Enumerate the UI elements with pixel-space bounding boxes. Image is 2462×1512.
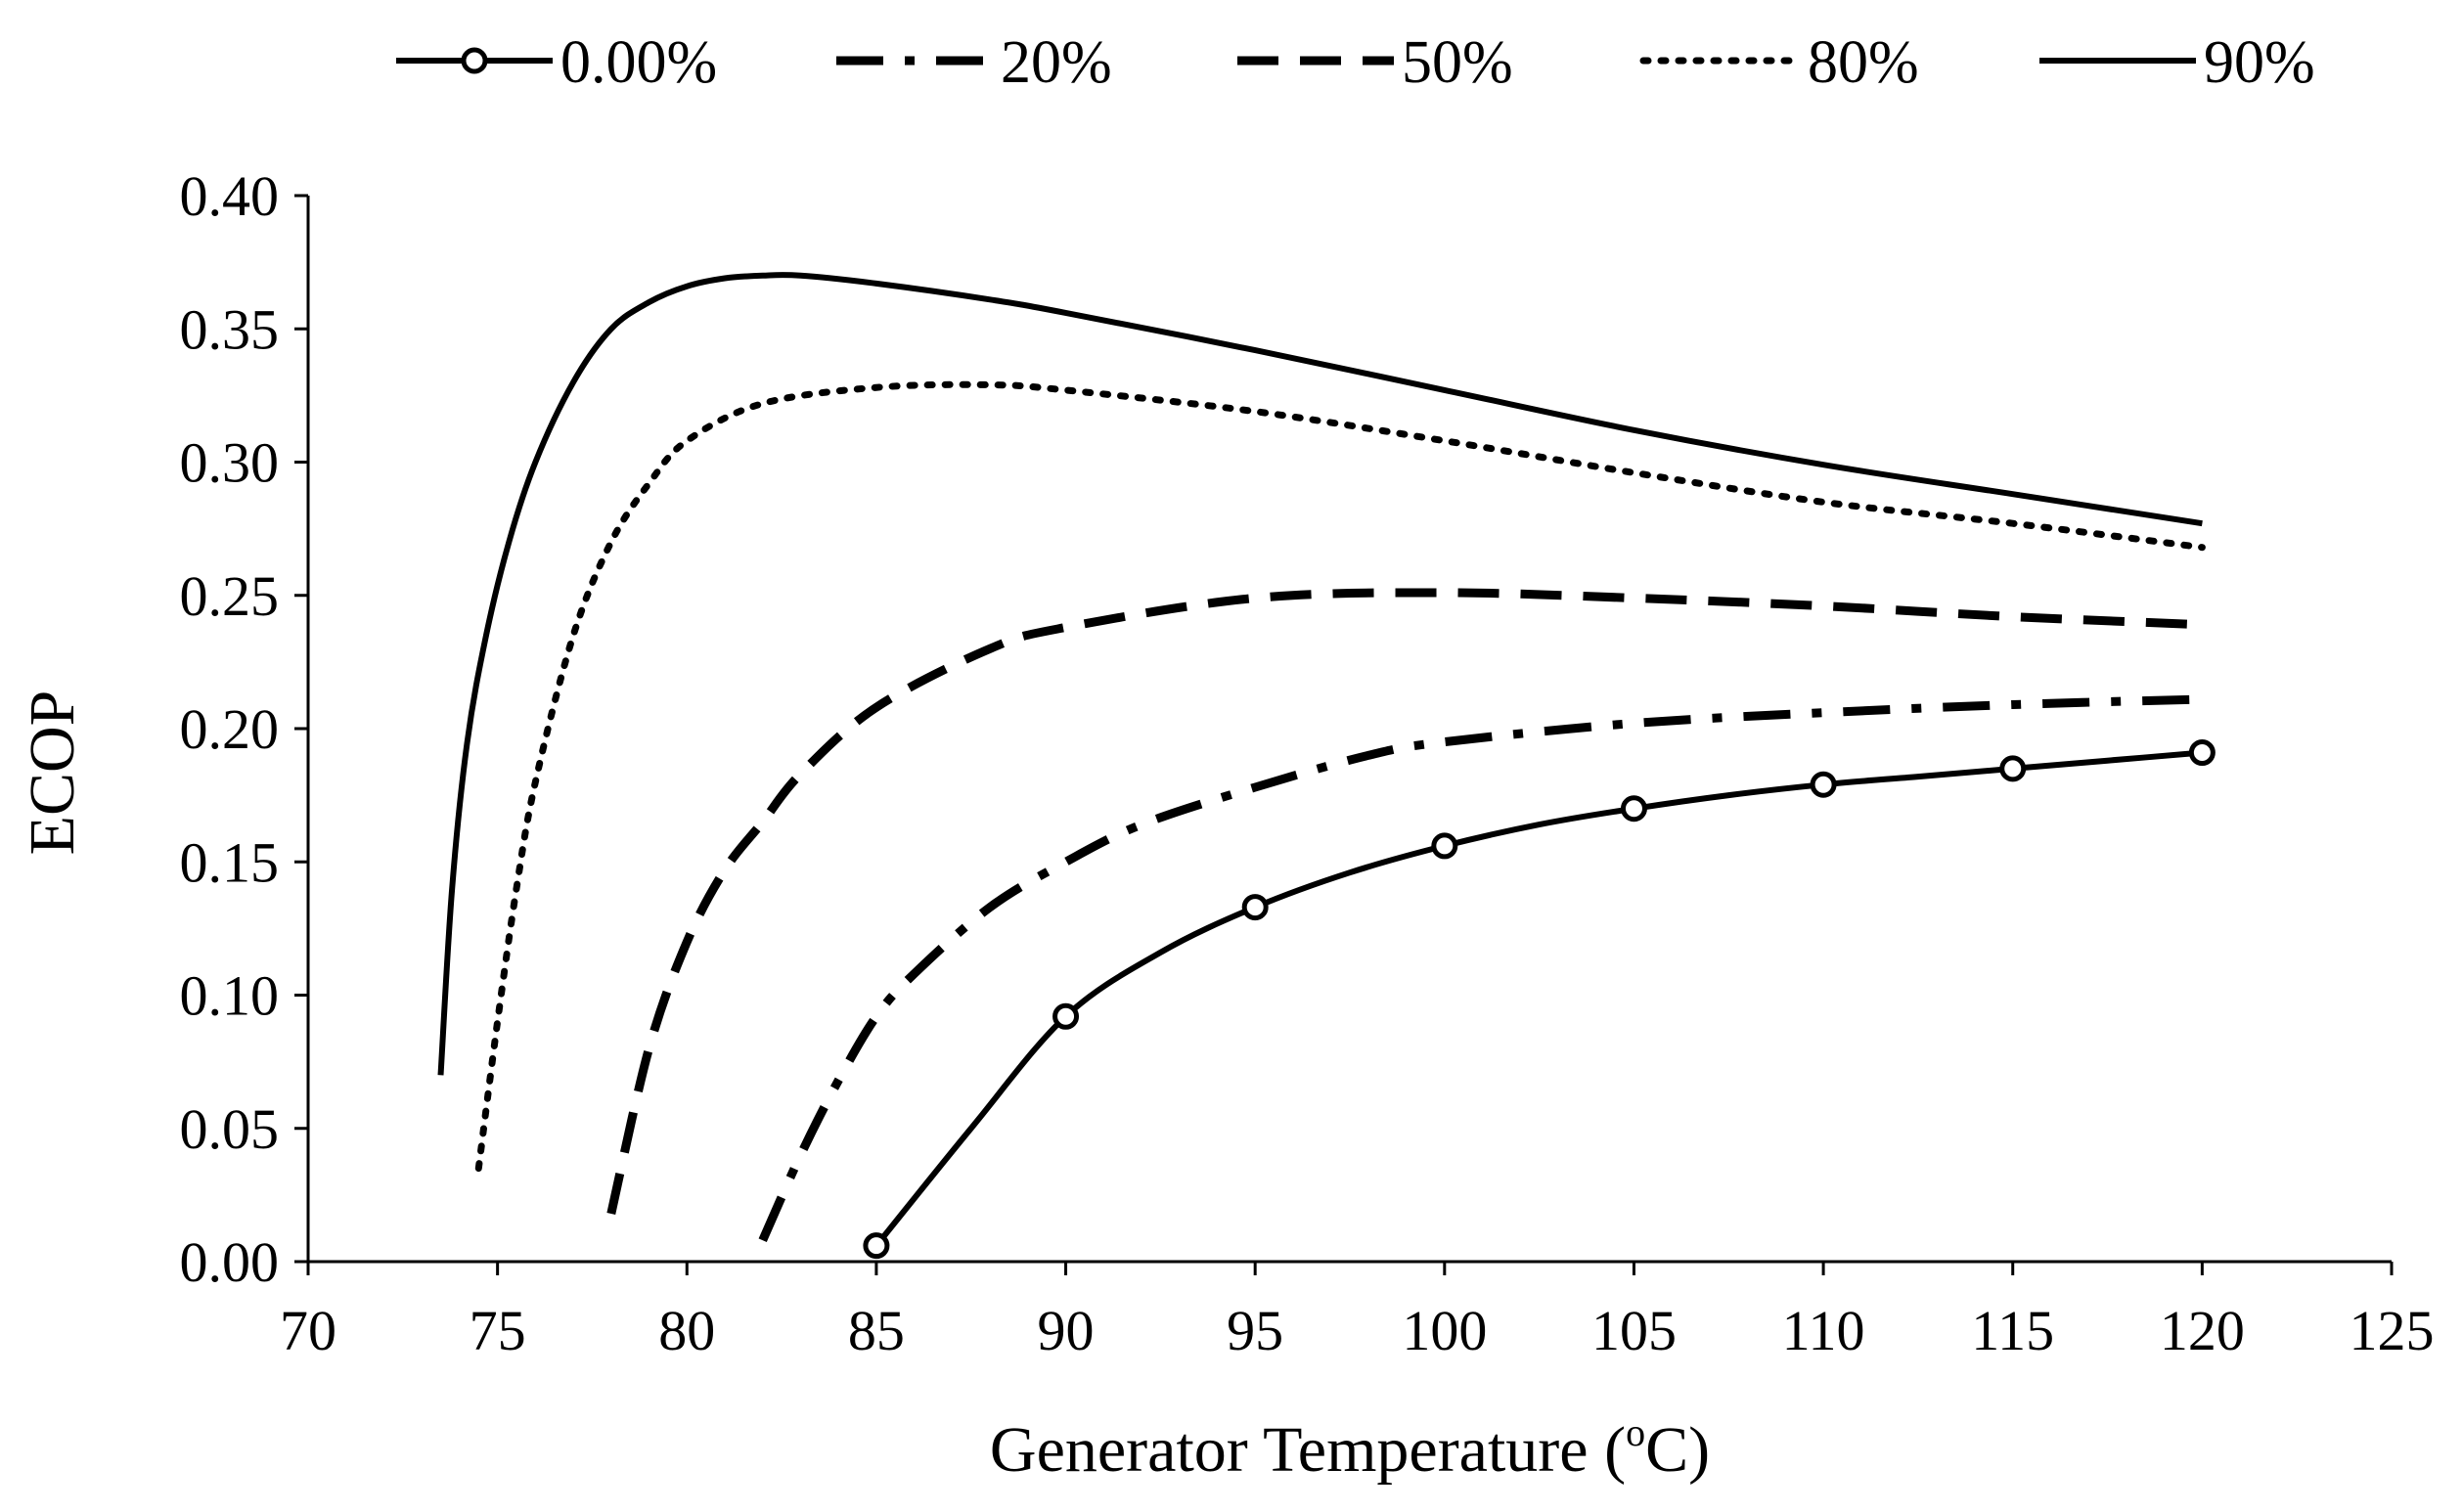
x-tick-label: 100 bbox=[1402, 1299, 1487, 1362]
x-tick-label: 80 bbox=[658, 1299, 715, 1362]
legend: 0.00% 20% 50% 80% 90% bbox=[396, 29, 2315, 96]
legend-label-90pct: 90% bbox=[2204, 29, 2315, 96]
x-tick-label: 125 bbox=[2350, 1299, 2435, 1362]
y-tick-label: 0.15 bbox=[180, 830, 280, 894]
series-line-90pct bbox=[437, 272, 2203, 1076]
y-axis-title: ECOP bbox=[17, 690, 88, 856]
legend-marker-0-00pct bbox=[461, 47, 488, 74]
legend-label-80pct: 80% bbox=[1808, 29, 1919, 96]
x-tick-label: 85 bbox=[848, 1299, 905, 1362]
x-tick-label: 90 bbox=[1038, 1299, 1095, 1362]
x-tick-label: 70 bbox=[280, 1299, 336, 1362]
x-tick-label: 105 bbox=[1591, 1299, 1677, 1362]
series-line-80pct bbox=[474, 380, 2206, 1173]
legend-label-20pct: 20% bbox=[1001, 29, 1112, 96]
series-marker-0-00pct bbox=[863, 1232, 890, 1260]
x-axis-title-main: Generator Temperature ( bbox=[990, 1414, 1626, 1486]
y-tick-label: 0.40 bbox=[180, 164, 280, 228]
series-group bbox=[437, 272, 2216, 1260]
y-tick-label: 0.25 bbox=[180, 564, 280, 628]
x-tick-label: 75 bbox=[470, 1299, 526, 1362]
series-marker-0-00pct bbox=[1241, 894, 1269, 921]
y-tick-label: 0.30 bbox=[180, 431, 280, 495]
x-tick-label: 110 bbox=[1782, 1299, 1865, 1362]
x-axis-title-degree: o bbox=[1626, 1410, 1645, 1454]
series-marker-0-00pct bbox=[1431, 832, 1458, 860]
series-marker-0-00pct bbox=[1052, 1002, 1080, 1030]
y-tick-label: 0.05 bbox=[180, 1097, 280, 1161]
y-tick-label: 0.35 bbox=[180, 297, 280, 361]
legend-label-0-00pct: 0.00% bbox=[560, 29, 717, 96]
x-tick-label: 95 bbox=[1227, 1299, 1283, 1362]
axes bbox=[306, 196, 2392, 1264]
series-marker-0-00pct bbox=[1620, 795, 1647, 823]
x-axis-title: Generator Temperature (oC) bbox=[990, 1410, 1710, 1486]
series-marker-0-00pct bbox=[1810, 771, 1837, 798]
x-tick-label: 120 bbox=[2160, 1299, 2245, 1362]
y-tick-label: 0.20 bbox=[180, 697, 280, 761]
y-tick-label: 0.00 bbox=[180, 1230, 280, 1294]
y-axis-ticks: 0.00 0.05 0.10 0.15 0.20 0.25 0.30 0.35 0.40 bbox=[180, 164, 308, 1294]
x-axis-title-unit: C) bbox=[1645, 1414, 1710, 1486]
y-tick-label: 0.10 bbox=[180, 964, 280, 1028]
series-line-50pct bbox=[606, 588, 2203, 1216]
series-line-0-00pct bbox=[873, 749, 2203, 1248]
series-marker-0-00pct bbox=[1999, 755, 2027, 782]
x-axis-ticks: 70 75 80 85 90 95 100 105 110 115 120 125 bbox=[280, 1262, 2435, 1362]
x-tick-label: 115 bbox=[1971, 1299, 2054, 1362]
series-line-20pct bbox=[758, 694, 2203, 1243]
series-marker-0-00pct bbox=[2188, 739, 2216, 767]
legend-label-50pct: 50% bbox=[1402, 29, 1513, 96]
